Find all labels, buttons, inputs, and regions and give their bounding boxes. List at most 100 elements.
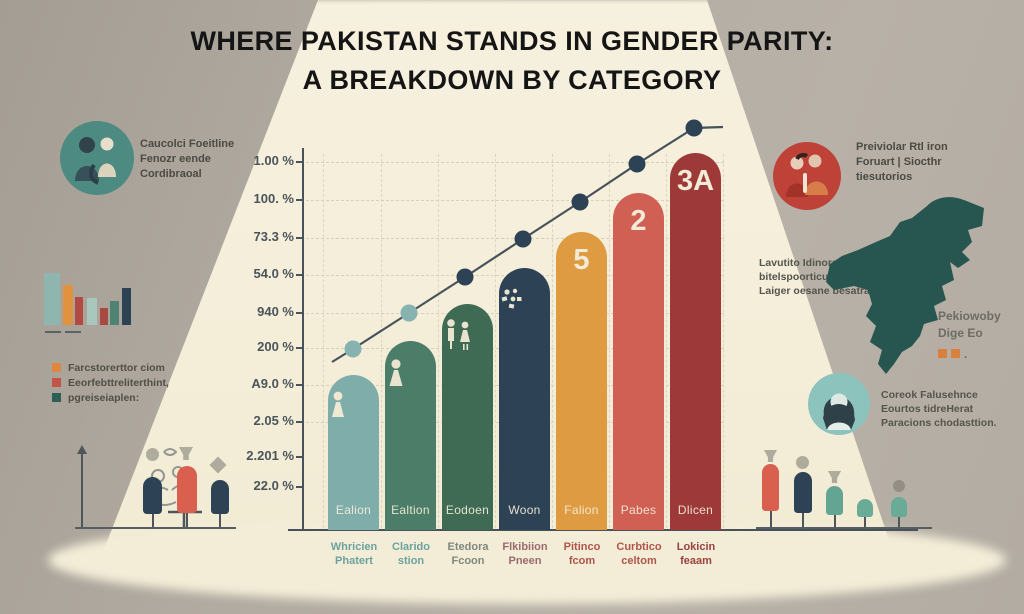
left-caption-line3: Cordibraoal (140, 168, 202, 180)
ghost-circle-icon (796, 456, 809, 469)
decor-baseline (756, 527, 932, 529)
swatch-orange-icon (951, 349, 960, 358)
y-axis-label: 1.00 % (253, 153, 294, 168)
y-axis-label: 2.201 % (246, 448, 294, 463)
pillar (143, 477, 162, 514)
bar-value: 3A (676, 165, 715, 197)
y-tick (296, 237, 303, 239)
two-people-icon (442, 318, 493, 352)
category-line: Etedora (447, 541, 489, 553)
y-tick (296, 274, 303, 276)
dots-cluster-icon (499, 288, 550, 310)
legend-label: Eeorfebttreliterthint, (68, 377, 169, 389)
y-tick (296, 421, 303, 423)
y-tick (296, 347, 303, 349)
right-caption-line2: Foruart | Siocthr (856, 156, 942, 168)
left-caption-line1: Caucolci Foeitline (140, 138, 235, 150)
mini-bar (75, 297, 83, 325)
category-line: stion (397, 555, 425, 567)
category-label-1: Whricien Phatert (313, 540, 395, 568)
y-axis-label: 200 % (257, 339, 294, 354)
bar-label: Dlicen (677, 503, 714, 517)
right-caption-line1: Preiviolar Rtl iron (856, 141, 948, 153)
bar-label: Falion (564, 503, 599, 517)
left-caption: Caucolci Foeitline Fenozr eende Cordibra… (140, 137, 234, 182)
bottom-right-caption-line3: Paracions chodasttion. (881, 417, 997, 429)
y-tick (296, 456, 303, 458)
sketch-doodle-icon (149, 448, 202, 529)
gridline (323, 154, 324, 528)
gridline (438, 154, 439, 528)
y-tick (296, 486, 303, 488)
y-tick (296, 199, 303, 201)
category-line: Pneen (508, 555, 542, 567)
pillar-stem (186, 513, 188, 528)
arrow-up-icon (77, 445, 87, 454)
bar-label: Pabes (620, 503, 657, 517)
y-axis-label: 73.3 % (253, 229, 294, 244)
mini-bar (44, 273, 60, 325)
mini-bar (63, 285, 73, 325)
category-line: Whricien (330, 541, 378, 553)
gridline (306, 200, 724, 201)
category-line: Lokicin (676, 541, 716, 553)
bar-label: Ealion (335, 503, 372, 517)
legend-label: pgreiseiaplen: (68, 392, 140, 404)
bar-7: 3A Dlicen (670, 153, 721, 530)
bar-1: Ealion (328, 375, 379, 530)
legend-swatch-red-icon (52, 378, 61, 387)
title-line-2: A BREAKDOWN BY CATEGORY (302, 65, 722, 95)
category-label-5: Pitinco fcom (541, 540, 623, 568)
category-line: Clarido (392, 541, 430, 553)
title-line-1: WHERE PAKISTAN STANDS IN GENDER PARITY: (190, 26, 834, 56)
pillar (857, 499, 873, 517)
pillar-stem (864, 517, 866, 528)
y-tick (296, 312, 303, 314)
bottom-right-caption-line2: Eourtos tidreHerat (881, 403, 974, 415)
category-line: Flkibiion (502, 541, 548, 553)
right-caption-line3: tiesutorios (856, 171, 913, 183)
pillar-stem (219, 514, 221, 528)
y-tick (296, 161, 303, 163)
pillar-stem (770, 511, 772, 528)
legend-label: Farcstorerttor ciom (68, 362, 165, 374)
y-axis (302, 148, 304, 530)
ghost-circle-icon (146, 448, 159, 461)
bar-4: Woon (499, 268, 550, 530)
x-axis (288, 529, 918, 531)
right-paragraph-line3: Laiger oesane besatramde. (759, 285, 895, 297)
y-tick (296, 384, 303, 386)
people-circle-red-icon (773, 142, 841, 210)
gridline (666, 154, 667, 528)
pakistan-map (826, 197, 984, 374)
bottom-right-caption-line1: Coreok Falusehnce (881, 389, 978, 401)
mini-bar (110, 301, 119, 325)
map-caption-line2: Dige Eo (938, 326, 983, 340)
swatch-orange-icon (938, 349, 947, 358)
pillar (211, 480, 229, 514)
pillar (891, 497, 907, 517)
map-caption-line1: Pekiowoby (938, 309, 1001, 323)
legend-swatch-teal-icon (52, 393, 61, 402)
category-line: celtom (621, 555, 657, 567)
bar-label: Ealtion (391, 503, 430, 517)
category-label-4: Flkibiion Pneen (484, 540, 566, 568)
right-caption: Preiviolar Rtl iron Foruart | Siocthr ti… (856, 140, 948, 185)
left-caption-line2: Fenozr eende (140, 153, 211, 165)
map-caption-swatches: . (938, 346, 1001, 363)
map-caption: Pekiowoby Dige Eo . (938, 308, 1001, 363)
pillar (177, 466, 197, 513)
category-label-2: Clarido stion (370, 540, 452, 568)
decor-baseline (75, 527, 236, 529)
bar-3: Eodoen (442, 304, 493, 530)
category-line: Fcoon (451, 555, 485, 567)
pillar (794, 472, 812, 513)
pillar-stem (898, 517, 900, 528)
category-line: Phatert (335, 555, 373, 567)
ghost-circle-icon (893, 480, 905, 492)
gridline (723, 154, 724, 528)
category-line: feaam (680, 555, 712, 567)
gridline (552, 154, 553, 528)
bar-2: Ealtion (385, 341, 436, 530)
